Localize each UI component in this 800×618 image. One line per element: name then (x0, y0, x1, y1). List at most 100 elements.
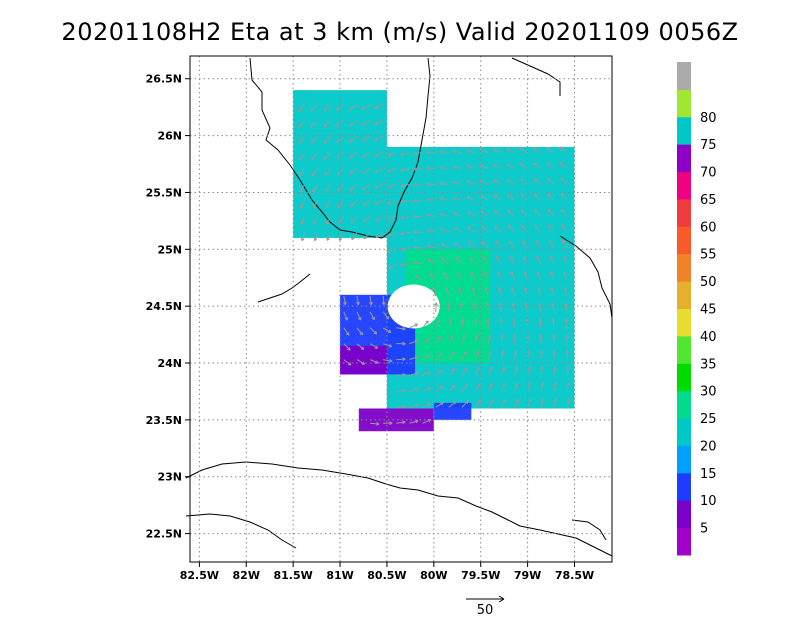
wind-vector-shaft (485, 287, 489, 297)
wind-vector (361, 104, 371, 110)
wind-vector-head (497, 286, 502, 291)
wind-vector-head (360, 346, 365, 350)
wind-vector-head (374, 121, 378, 126)
wind-vector (387, 231, 397, 237)
wind-vector-head (413, 245, 417, 250)
wind-vector (383, 343, 393, 348)
wind-vector (520, 193, 528, 201)
wind-vector-shaft (497, 271, 502, 281)
wind-vector-shaft (351, 231, 358, 240)
axis-layer: 82.5W 82W 81.5W 81W 80.5W 80W 79.5W 79W 78.5W 22.… (146, 55, 613, 582)
wind-vector-head (325, 204, 329, 209)
wind-vector (356, 359, 366, 365)
wind-vector (506, 178, 515, 185)
wind-vector-head (326, 237, 330, 241)
wind-vector (323, 120, 331, 128)
wind-vector-head (492, 163, 497, 168)
wind-vector-head (464, 367, 468, 372)
y-tick-label: 24.5N (146, 300, 182, 313)
wind-vector-head (313, 237, 318, 242)
wind-vector (448, 401, 457, 408)
wind-vector-shaft (534, 224, 542, 233)
wind-vector-shaft (400, 215, 410, 219)
wind-vector-head (387, 168, 391, 173)
wind-vector-shaft (427, 244, 436, 249)
wind-vector-shaft (362, 184, 371, 190)
wind-vector-shaft (435, 402, 444, 408)
wind-vector (461, 351, 467, 360)
wind-vector (396, 373, 406, 377)
wind-vector (356, 327, 364, 336)
wind-vector (431, 287, 437, 297)
wind-vector-head (487, 334, 492, 338)
wind-vector-head (520, 209, 525, 213)
wind-vector-head (375, 234, 379, 239)
wind-vector-head (358, 316, 362, 321)
wind-vector (547, 193, 555, 201)
wind-vector (300, 216, 305, 226)
wind-vector-head (413, 198, 417, 203)
wind-vector (536, 271, 542, 281)
wind-vector-shaft (448, 335, 454, 344)
wind-vector-head (523, 271, 527, 275)
wind-vector (494, 225, 502, 233)
wind-vector (499, 318, 504, 328)
wind-vector (561, 224, 568, 233)
wind-vector-head (387, 249, 392, 253)
wind-vector (299, 200, 305, 209)
wind-vector (323, 136, 332, 144)
wind-vector-shaft (510, 271, 515, 281)
wind-vector-shaft (487, 367, 493, 376)
wind-vector-head (494, 225, 499, 229)
wind-vector (413, 245, 423, 250)
wind-vector-shaft (362, 215, 371, 223)
wind-vector-shaft (487, 350, 492, 360)
wind-vector (413, 183, 423, 187)
wind-vector-shaft (323, 136, 332, 144)
wind-vector (559, 146, 568, 154)
wind-vector-shaft (356, 327, 363, 336)
wind-vector (473, 318, 478, 328)
wind-vector-shaft (548, 224, 555, 233)
wind-vector (435, 319, 440, 328)
wind-vector-head (387, 233, 392, 237)
wind-vector-shaft (562, 255, 568, 265)
wind-vector (444, 287, 450, 297)
coastline-layer (185, 57, 613, 557)
wind-vector (369, 311, 375, 321)
wind-vector-shaft (500, 366, 505, 376)
wind-vector (448, 335, 454, 344)
wind-vector-head (335, 107, 340, 111)
wind-vector-shaft (521, 224, 528, 233)
wind-vector-shaft (323, 104, 331, 111)
wind-vector-head (541, 398, 545, 402)
wind-vector (493, 194, 502, 201)
wind-vector (356, 311, 362, 321)
wind-vector-shaft (487, 334, 491, 344)
wind-vector-head (521, 224, 525, 229)
wind-vector-head (362, 202, 366, 207)
wind-vector (350, 200, 358, 208)
wind-vector-shaft (527, 398, 532, 408)
wind-vector (312, 200, 318, 209)
wind-vector-head (402, 420, 406, 425)
wind-vector-shaft (547, 209, 555, 217)
wind-vector-head (464, 383, 469, 388)
wind-vector-head (299, 189, 303, 193)
wind-vector (387, 168, 397, 173)
wind-vector-shaft (506, 148, 515, 154)
wind-vector (470, 271, 476, 281)
wind-vector-head (553, 398, 558, 402)
wind-vector-head (439, 150, 443, 154)
wind-vector-head (547, 208, 552, 213)
wind-vector (388, 263, 397, 270)
wind-vector (456, 271, 463, 281)
wind-vector-head (453, 227, 458, 231)
wind-vector (467, 226, 476, 233)
wind-vector (453, 227, 463, 233)
wind-vector (396, 388, 406, 393)
wind-vector-shaft (311, 136, 318, 144)
wind-vector (343, 295, 347, 306)
wind-vector (537, 286, 542, 297)
wind-vector-shaft (409, 323, 418, 329)
